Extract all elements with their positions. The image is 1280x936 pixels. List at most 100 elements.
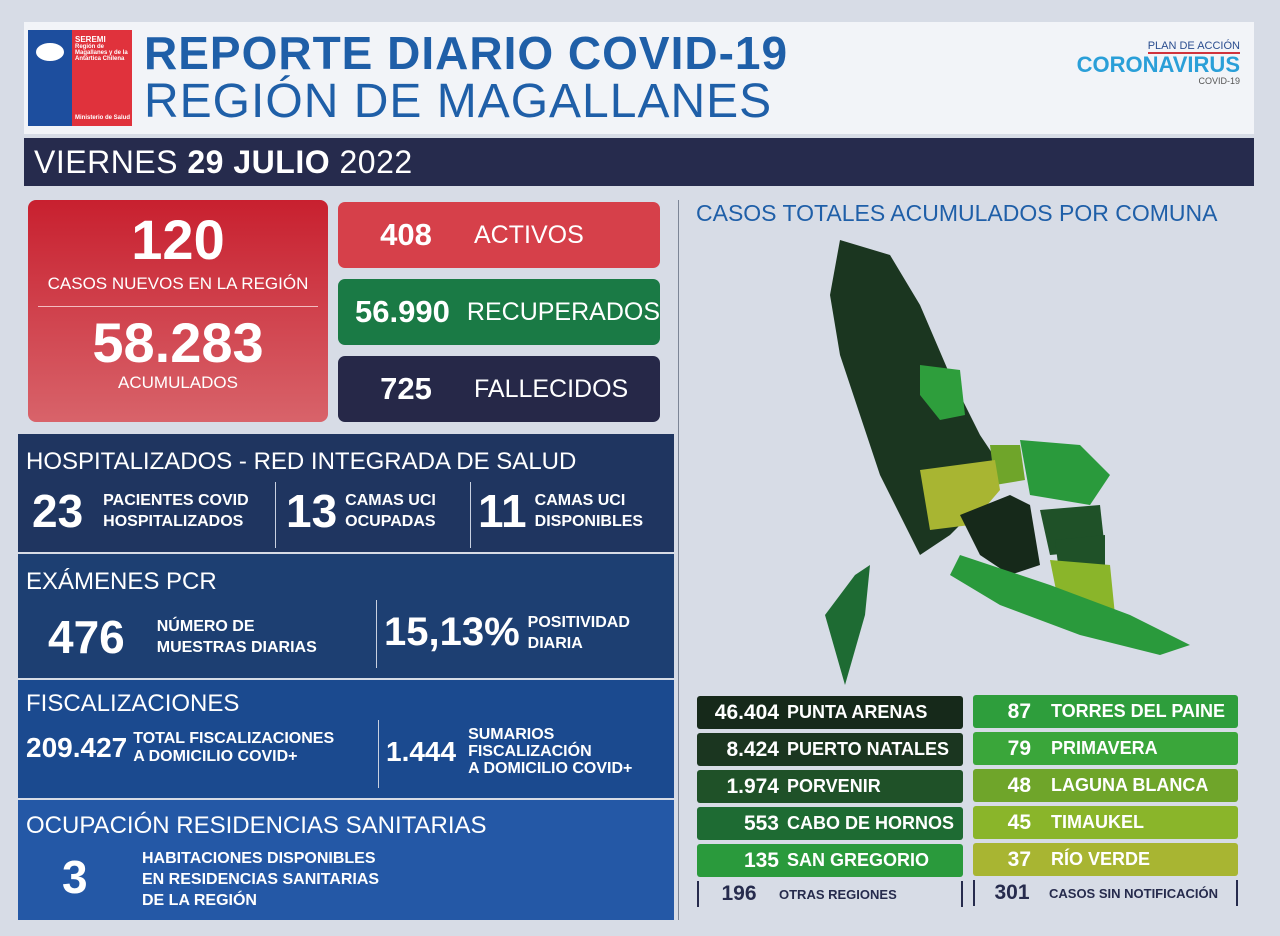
- hospital-title: HOSPITALIZADOS - RED INTEGRADA DE SALUD: [26, 448, 577, 475]
- pcr-section: EXÁMENES PCR 476 NÚMERO DE MUESTRAS DIARIA…: [18, 554, 674, 678]
- deaths-value: 725: [380, 371, 432, 406]
- weekday: VIERNES: [34, 144, 178, 180]
- sumarios-l3: A DOMICILIO COVID+: [468, 760, 633, 777]
- commune-name: PUNTA ARENAS: [787, 702, 928, 722]
- commune-list-right: 87 TORRES DEL PAINE 79 PRIMAVERA 48 LAGUNA …: [973, 695, 1238, 906]
- map-punta-arenas: [960, 495, 1040, 575]
- icu-available-l2: DISPONIBLES: [534, 513, 644, 530]
- positivity-l2: DIARIA: [527, 634, 583, 652]
- unnotified-label: CASOS SIN NOTIFICACIÓN: [1049, 885, 1219, 901]
- map-diego-ramirez: [825, 565, 870, 685]
- commune-value: 87: [1007, 699, 1031, 723]
- commune-value: 1.974: [726, 774, 779, 798]
- pcr-count-l2: MUESTRAS DIARIAS: [156, 639, 317, 656]
- cases-card: 120 CASOS NUEVOS EN LA REGIÓN 58.283 ACU…: [28, 200, 328, 422]
- logo-ministerio: Ministerio de Salud: [75, 115, 131, 121]
- commune-map: [825, 240, 1190, 685]
- other-regions-label: OTRAS REGIONES: [779, 886, 897, 902]
- campaign-name: CORONAVIRUS: [1076, 52, 1240, 77]
- fisc-total-value: 209.427: [26, 732, 128, 763]
- icu-occupied-value: 13: [286, 485, 338, 537]
- resid-l3: DE LA REGIÓN: [142, 892, 257, 909]
- resid-l1: HABITACIONES DISPONIBLES: [142, 850, 376, 867]
- sumarios-value: 1.444: [386, 735, 457, 767]
- report-title: REPORTE DIARIO COVID-19: [144, 27, 789, 79]
- recovered-card: 56.990 RECUPERADOS: [338, 279, 660, 345]
- total-cases-value: 58.283: [92, 311, 264, 374]
- active-value: 408: [380, 217, 432, 252]
- patients-l2: HOSPITALIZADOS: [103, 513, 244, 530]
- logo-seremi: SEREMI: [75, 35, 106, 44]
- pcr-title: EXÁMENES PCR: [26, 568, 217, 595]
- icu-available-l1: CAMAS UCI: [534, 492, 626, 509]
- commune-row: 37 RÍO VERDE: [973, 843, 1238, 876]
- commune-value: 48: [1007, 773, 1031, 797]
- resid-value: 3: [62, 851, 88, 903]
- commune-name: SAN GREGORIO: [787, 850, 930, 870]
- commune-name: RÍO VERDE: [1051, 849, 1151, 869]
- pcr-count-value: 476: [48, 611, 125, 663]
- date-bar: VIERNES 29 JULIO 2022: [24, 138, 1254, 186]
- commune-list-left: 46.404 PUNTA ARENAS 8.424 PUERTO NATALES 1…: [697, 696, 963, 907]
- pcr-count: 476 NÚMERO DE MUESTRAS DIARIAS: [48, 610, 317, 664]
- seremi-logo: SEREMI Región de Magallanes y de la Antár…: [28, 30, 132, 126]
- patients-l1: PACIENTES COVID: [103, 492, 249, 509]
- divider: [678, 200, 679, 920]
- commune-value: 45: [1007, 810, 1031, 834]
- patients-value: 23: [32, 485, 84, 537]
- commune-row: 1.974 PORVENIR: [697, 770, 963, 803]
- commune-row: 48 LAGUNA BLANCA: [973, 769, 1238, 802]
- commune-value: 8.424: [726, 737, 779, 761]
- commune-row: 87 TORRES DEL PAINE: [973, 695, 1238, 728]
- sumarios-l1: SUMARIOS: [468, 726, 555, 743]
- commune-row: 135 SAN GREGORIO: [697, 844, 963, 877]
- new-cases-label: CASOS NUEVOS EN LA REGIÓN: [47, 274, 309, 293]
- icu-occupied-l1: CAMAS UCI: [345, 492, 436, 509]
- unnotified-cases: 301 CASOS SIN NOTIFICACIÓN: [973, 880, 1238, 906]
- active-label: ACTIVOS: [474, 220, 584, 249]
- commune-row: 46.404 PUNTA ARENAS: [697, 696, 963, 729]
- fisc-sumarios: 1.444 SUMARIOS FISCALIZACIÓN A DOMICILIO CO…: [386, 726, 632, 777]
- coronavirus-plan-logo: PLAN DE ACCIÓN CORONAVIRUS COVID-19: [1077, 36, 1240, 86]
- region-title: REGIÓN DE MAGALLANES: [144, 75, 773, 128]
- total-cases-label: ACUMULADOS: [118, 373, 238, 392]
- map-torres: [920, 365, 965, 420]
- commune-name: PUERTO NATALES: [787, 739, 950, 759]
- commune-name: PORVENIR: [787, 776, 881, 796]
- icu-occupied-l2: OCUPADAS: [345, 513, 436, 530]
- recovered-value: 56.990: [355, 294, 450, 329]
- fisc-title: FISCALIZACIONES: [26, 690, 240, 717]
- other-regions-value: 196: [721, 882, 757, 905]
- resid-title: OCUPACIÓN RESIDENCIAS SANITARIAS: [26, 812, 487, 839]
- deaths-card: 725 FALLECIDOS: [338, 356, 660, 422]
- map-laguna: [990, 445, 1025, 485]
- commune-value: 79: [1007, 736, 1031, 760]
- active-card: 408 ACTIVOS: [338, 202, 660, 268]
- plan-label: PLAN DE ACCIÓN: [1147, 40, 1240, 54]
- recovered-label: RECUPERADOS: [466, 297, 660, 326]
- commune-value: 553: [743, 811, 779, 835]
- map-san-gregorio: [1020, 440, 1110, 505]
- commune-row: 8.424 PUERTO NATALES: [697, 733, 963, 766]
- year: 2022: [339, 144, 413, 180]
- fisc-total-l2: A DOMICILIO COVID+: [133, 748, 298, 765]
- commune-name: CABO DE HORNOS: [787, 813, 955, 833]
- commune-name: TIMAUKEL: [1051, 812, 1144, 832]
- pcr-count-l1: NÚMERO DE: [156, 618, 255, 635]
- hospital-patients: 23 PACIENTES COVID HOSPITALIZADOS: [32, 484, 249, 538]
- unnotified-value: 301: [994, 881, 1030, 904]
- residences-section: OCUPACIÓN RESIDENCIAS SANITARIAS 3 HABIT…: [18, 800, 674, 920]
- campaign-sub: COVID-19: [1198, 76, 1240, 86]
- fisc-total: 209.427 TOTAL FISCALIZACIONES A DOMICILIO …: [26, 730, 334, 766]
- commune-value: 46.404: [714, 700, 779, 724]
- commune-name: PRIMAVERA: [1051, 738, 1158, 758]
- hospital-section: HOSPITALIZADOS - RED INTEGRADA DE SALUD …: [18, 434, 674, 552]
- positivity-l1: POSITIVIDAD: [527, 613, 630, 631]
- logo-region: Región de Magallanes y de la Antártica C…: [75, 44, 128, 62]
- commune-row: 45 TIMAUKEL: [973, 806, 1238, 839]
- icu-occupied: 13 CAMAS UCI OCUPADAS: [286, 484, 436, 538]
- map-cabo-hornos: [950, 555, 1190, 655]
- commune-row: 79 PRIMAVERA: [973, 732, 1238, 765]
- pcr-positivity: 15,13% POSITIVIDAD DIARIA: [384, 610, 630, 655]
- icu-available-value: 11: [478, 485, 527, 537]
